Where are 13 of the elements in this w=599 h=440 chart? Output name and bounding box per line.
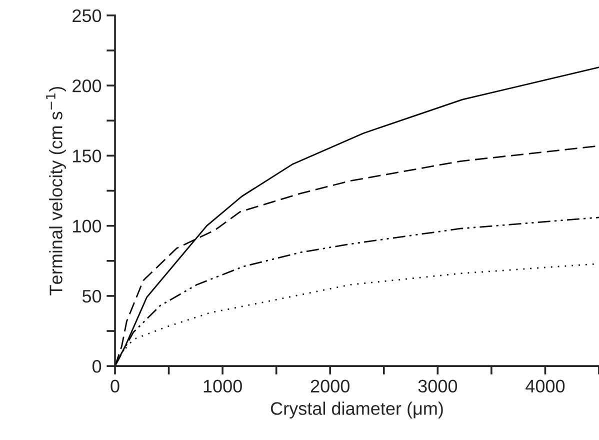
y-tick-label: 100 xyxy=(73,220,102,233)
x-tick-label: 1000 xyxy=(204,380,242,393)
y-axis-title: Terminal velocity (cm s$^{−1}$) xyxy=(46,86,66,296)
x-tick-label: 3000 xyxy=(418,380,458,393)
x-tick-label: 0 xyxy=(110,380,120,393)
y-tick-label: 50 xyxy=(82,290,102,303)
x-axis-title: Crystal diameter (μm) xyxy=(270,402,443,418)
y-tick-label: 150 xyxy=(73,150,102,162)
y-tick-label: 250 xyxy=(72,9,102,22)
y-tick-label: 0 xyxy=(92,360,102,373)
y-tick-label: 200 xyxy=(72,79,102,92)
x-tick-label: 2000 xyxy=(310,380,350,393)
x-tick-label: 4000 xyxy=(526,380,565,393)
